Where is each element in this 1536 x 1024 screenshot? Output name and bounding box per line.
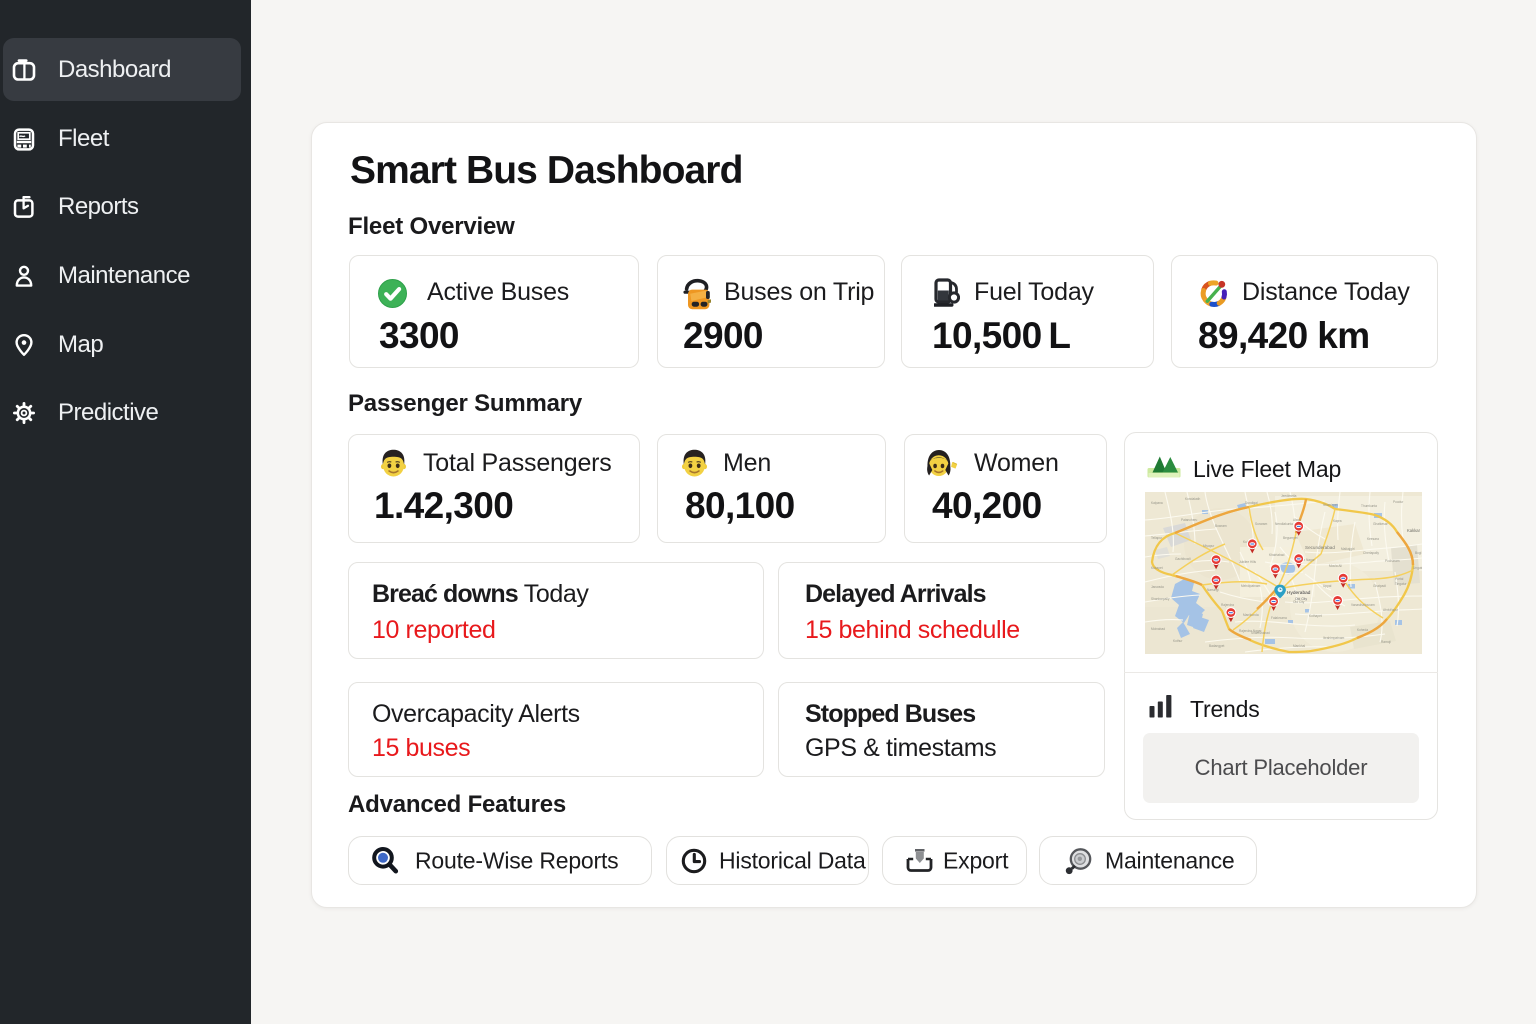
svg-text:Kakkar: Kakkar bbox=[1407, 528, 1421, 533]
svg-text:Narsingi: Narsingi bbox=[1207, 588, 1219, 592]
svg-text:Poodur: Poodur bbox=[1393, 500, 1404, 504]
svg-text:Kothur: Kothur bbox=[1173, 639, 1183, 643]
svg-text:Badangpet: Badangpet bbox=[1209, 644, 1225, 648]
svg-text:Pocharam: Pocharam bbox=[1385, 559, 1400, 563]
svg-text:Shamirpet: Shamirpet bbox=[1323, 503, 1338, 507]
svg-text:Khairtabad: Khairtabad bbox=[1269, 553, 1285, 557]
svg-text:Vanasthalipuram: Vanasthalipuram bbox=[1351, 603, 1375, 607]
svg-text:Ramoji: Ramoji bbox=[1381, 640, 1391, 644]
svg-text:Janwada: Janwada bbox=[1151, 585, 1164, 589]
svg-text:Jubilee Hills: Jubilee Hills bbox=[1239, 560, 1256, 564]
svg-text:Mehdipatnam: Mehdipatnam bbox=[1241, 584, 1261, 588]
svg-text:Uppal: Uppal bbox=[1323, 584, 1332, 588]
svg-text:Kokapet: Kokapet bbox=[1151, 566, 1163, 570]
svg-text:Alwal: Alwal bbox=[1293, 518, 1301, 522]
svg-text:Dundigal: Dundigal bbox=[1245, 501, 1258, 505]
svg-text:Kothapet: Kothapet bbox=[1309, 614, 1322, 618]
svg-text:Hyderabad: Hyderabad bbox=[1287, 590, 1311, 596]
svg-text:Malkajgiri: Malkajgiri bbox=[1341, 547, 1355, 551]
svg-text:Secunderabad: Secunderabad bbox=[1305, 545, 1335, 550]
svg-text:Ghatkesar: Ghatkesar bbox=[1373, 522, 1389, 526]
svg-text:Rajendra: Rajendra bbox=[1221, 603, 1234, 607]
svg-text:Moinabad: Moinabad bbox=[1151, 627, 1165, 631]
svg-text:Bowram: Bowram bbox=[1215, 524, 1227, 528]
svg-text:Miyapur: Miyapur bbox=[1203, 544, 1215, 548]
svg-text:Ungutur: Ungutur bbox=[1413, 566, 1422, 570]
svg-text:Begumpet: Begumpet bbox=[1283, 536, 1298, 540]
svg-text:Kapra: Kapra bbox=[1333, 519, 1342, 523]
svg-text:Jeedimetla: Jeedimetla bbox=[1281, 494, 1297, 498]
svg-text:Ibrahimpatnam: Ibrahimpatnam bbox=[1323, 636, 1345, 640]
svg-text:Mankhal: Mankhal bbox=[1293, 644, 1305, 648]
svg-text:Tingalur: Tingalur bbox=[1395, 582, 1407, 586]
svg-text:Gachibowli: Gachibowli bbox=[1175, 557, 1191, 561]
svg-text:Kalpana: Kalpana bbox=[1151, 501, 1163, 505]
svg-text:Cherlapally: Cherlapally bbox=[1363, 551, 1379, 555]
svg-text:Kondakath: Kondakath bbox=[1185, 497, 1200, 501]
svg-text:Ghatpadi: Ghatpadi bbox=[1373, 584, 1386, 588]
svg-text:Falaknuma: Falaknuma bbox=[1271, 616, 1287, 620]
svg-text:Shamshabad: Shamshabad bbox=[1251, 631, 1270, 635]
svg-text:Old City: Old City bbox=[1295, 597, 1307, 601]
svg-text:Bogl: Bogl bbox=[1415, 551, 1422, 555]
svg-text:Portal: Portal bbox=[1395, 577, 1404, 581]
svg-text:Boyz Nagar: Boyz Nagar bbox=[1298, 558, 1316, 562]
svg-text:Manikonda: Manikonda bbox=[1243, 613, 1259, 617]
svg-text:Koheda: Koheda bbox=[1357, 628, 1368, 632]
svg-text:Thumkunta: Thumkunta bbox=[1361, 504, 1377, 508]
svg-text:Keesara: Keesara bbox=[1367, 537, 1379, 541]
svg-text:Patancheru: Patancheru bbox=[1181, 518, 1198, 522]
svg-text:Abdullapur: Abdullapur bbox=[1383, 608, 1399, 612]
svg-text:Shankarpally: Shankarpally bbox=[1151, 597, 1170, 601]
svg-text:Nendlakunta: Nendlakunta bbox=[1275, 522, 1293, 526]
svg-text:Moula Ali: Moula Ali bbox=[1329, 564, 1342, 568]
svg-text:Old City: Old City bbox=[1293, 600, 1305, 604]
svg-text:Rajendra Nagar: Rajendra Nagar bbox=[1239, 629, 1262, 633]
svg-text:Suraram: Suraram bbox=[1255, 522, 1268, 526]
svg-text:Tellapur: Tellapur bbox=[1151, 536, 1163, 540]
